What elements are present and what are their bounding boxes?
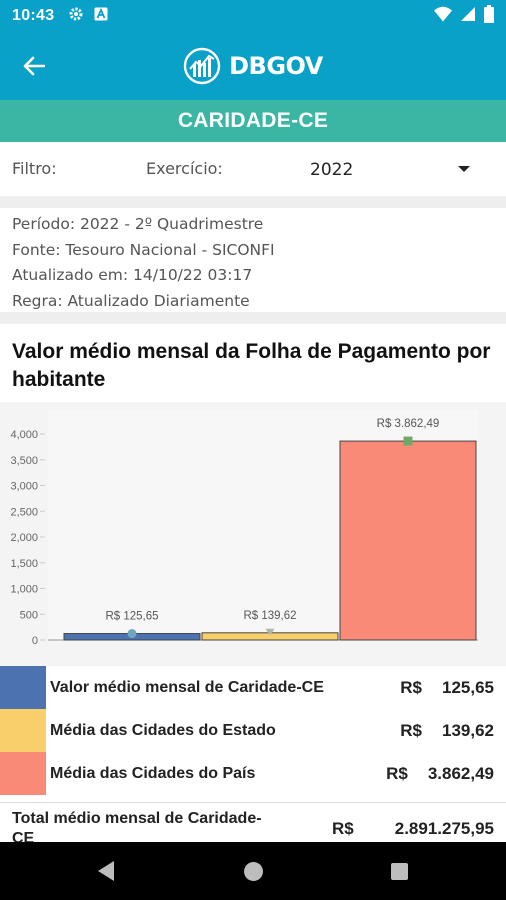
y-tick-label: 0	[32, 635, 38, 647]
legend-swatch	[0, 709, 46, 752]
period-text: Período: 2022 - 2º Quadrimestre	[12, 215, 264, 233]
chart-bar	[339, 440, 477, 641]
updated-text: Atualizado em: 14/10/22 03:17	[12, 266, 253, 284]
chart-title: Valor médio mensal da Folha de Pagamento…	[12, 340, 491, 391]
chart-card: Valor médio mensal da Folha de Pagamento…	[0, 324, 506, 847]
legend-item: Valor médio mensal de Caridade-CE R$ 125…	[0, 666, 506, 709]
bar-marker	[403, 436, 413, 446]
total-value: 2.891.275,95	[394, 819, 494, 838]
gear-icon	[68, 6, 84, 27]
wifi-icon	[434, 6, 452, 27]
legend-amount: 125,65	[442, 677, 494, 697]
y-tick-label: 3,500	[10, 455, 38, 467]
rule-text: Regra: Atualizado Diariamente	[12, 291, 250, 310]
nav-home-icon[interactable]	[244, 862, 263, 881]
bar-data-label: R$ 3.862,49	[377, 418, 440, 430]
y-tick-label: 500	[20, 609, 38, 621]
legend-amount: 3.862,49	[427, 763, 494, 783]
nav-recents-icon[interactable]	[391, 863, 408, 880]
legend-swatch	[0, 666, 46, 709]
source-text: Fonte: Tesouro Nacional - SICONFI	[12, 240, 275, 259]
filter-label: Filtro:	[12, 159, 57, 178]
legend-value: R$ 3.862,49	[386, 752, 494, 795]
brand-logo: DBGOV	[183, 47, 323, 85]
app-bar: DBGOV	[0, 32, 506, 100]
legend-item: Média das Cidades do Estado R$ 139,62	[0, 709, 506, 752]
y-tick-label: 1,500	[10, 558, 38, 570]
status-time: 10:43	[12, 7, 55, 24]
legend-value: R$ 125,65	[400, 666, 494, 709]
y-tick-label: 2,000	[10, 532, 38, 544]
arrow-left-icon	[23, 56, 45, 76]
total-currency: R$	[332, 819, 354, 838]
exercise-select[interactable]: 2022	[310, 160, 354, 180]
bar-data-label: R$ 125,65	[105, 611, 158, 623]
legend-label: Média das Cidades do País	[50, 764, 256, 782]
dbgov-logo-icon	[183, 47, 221, 85]
legend-label: Média das Cidades do Estado	[50, 721, 276, 739]
y-tick-label: 3,000	[10, 481, 38, 493]
legend-currency: R$	[400, 720, 422, 740]
city-name: CARIDADE-CE	[177, 109, 329, 132]
y-tick-label: 1,000	[10, 584, 38, 596]
back-button[interactable]	[18, 50, 50, 82]
font-icon	[94, 7, 108, 26]
chart-legend: Valor médio mensal de Caridade-CE R$ 125…	[0, 666, 506, 795]
status-bar: 10:43	[0, 0, 506, 32]
y-tick-label: 2,500	[10, 506, 38, 518]
battery-icon	[484, 4, 494, 28]
brand-name: DBGOV	[229, 52, 323, 80]
bar-data-label: R$ 139,62	[243, 610, 296, 622]
signal-icon	[460, 6, 476, 27]
dropdown-arrow-icon[interactable]	[458, 166, 470, 172]
legend-item: Média das Cidades do País R$ 3.862,49	[0, 752, 506, 795]
info-card: Período: 2022 - 2º Quadrimestre Fonte: T…	[0, 208, 506, 312]
system-nav-bar	[0, 842, 506, 900]
filter-card: Filtro: Exercício: 2022	[0, 142, 506, 196]
nav-back-icon[interactable]	[98, 861, 114, 881]
total-row: Total médio mensal de Caridade-CE R$ 2.8…	[0, 802, 506, 847]
bar-marker	[127, 629, 137, 639]
bar-chart-svg: 0 500 1,000 1,500 2,000 2,500 3,000 3,500 4,000 R…	[10, 410, 478, 647]
bar-marker	[265, 628, 275, 636]
legend-value: R$ 139,62	[400, 709, 494, 752]
legend-label: Valor médio mensal de Caridade-CE	[50, 678, 324, 696]
city-title: CARIDADE-CE	[0, 100, 506, 142]
legend-swatch	[0, 752, 46, 795]
exercise-label: Exercício:	[146, 159, 223, 178]
legend-currency: R$	[400, 677, 422, 697]
y-tick-label: 4,000	[10, 429, 38, 441]
legend-currency: R$	[386, 763, 408, 783]
bar-chart: 0 500 1,000 1,500 2,000 2,500 3,000 3,500 4,000 R…	[0, 402, 506, 666]
legend-amount: 139,62	[442, 720, 494, 740]
